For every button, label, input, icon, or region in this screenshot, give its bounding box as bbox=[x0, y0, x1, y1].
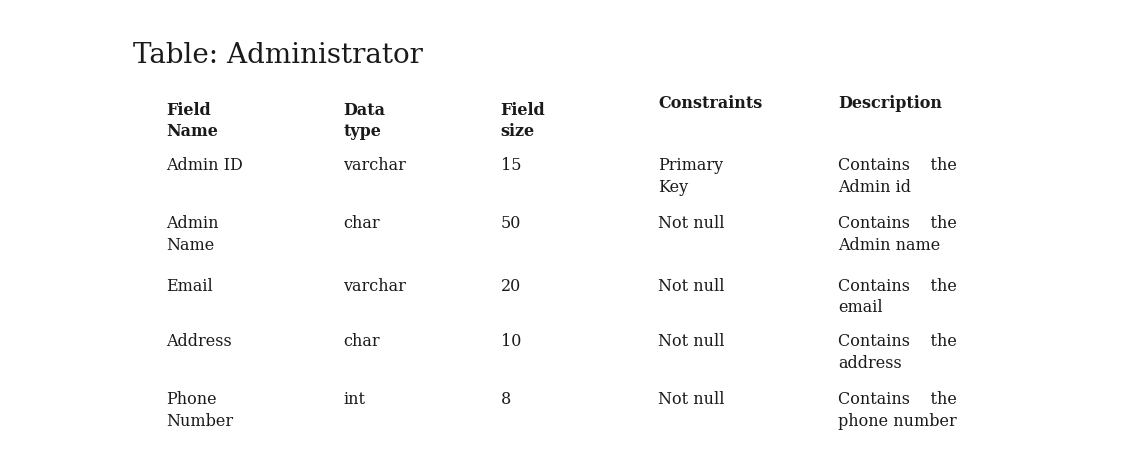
Text: Email: Email bbox=[166, 278, 214, 295]
Text: 20: 20 bbox=[501, 278, 521, 295]
Text: char: char bbox=[343, 215, 380, 232]
Text: Field
Name: Field Name bbox=[166, 102, 218, 140]
Text: char: char bbox=[343, 333, 380, 350]
Text: Admin ID: Admin ID bbox=[166, 157, 243, 175]
Text: Not null: Not null bbox=[658, 391, 724, 408]
Text: Contains    the
phone number: Contains the phone number bbox=[838, 391, 957, 430]
Text: Phone
Number: Phone Number bbox=[166, 391, 234, 430]
Text: varchar: varchar bbox=[343, 278, 406, 295]
Text: Field
size: Field size bbox=[501, 102, 546, 140]
Text: Data
type: Data type bbox=[343, 102, 385, 140]
Text: 10: 10 bbox=[501, 333, 521, 350]
Text: Not null: Not null bbox=[658, 278, 724, 295]
Text: 8: 8 bbox=[501, 391, 511, 408]
Text: Table: Administrator: Table: Administrator bbox=[133, 42, 423, 69]
Text: varchar: varchar bbox=[343, 157, 406, 175]
Text: Primary
Key: Primary Key bbox=[658, 157, 723, 196]
Text: 15: 15 bbox=[501, 157, 521, 175]
Text: int: int bbox=[343, 391, 366, 408]
Text: Constraints: Constraints bbox=[658, 95, 763, 112]
Text: Contains    the
Admin name: Contains the Admin name bbox=[838, 215, 957, 254]
Text: Admin
Name: Admin Name bbox=[166, 215, 219, 254]
Text: Not null: Not null bbox=[658, 333, 724, 350]
Text: Contains    the
Admin id: Contains the Admin id bbox=[838, 157, 957, 196]
Text: Not null: Not null bbox=[658, 215, 724, 232]
Text: Contains    the
email: Contains the email bbox=[838, 278, 957, 316]
Text: Description: Description bbox=[838, 95, 942, 112]
Text: Contains    the
address: Contains the address bbox=[838, 333, 957, 372]
Text: Address: Address bbox=[166, 333, 232, 350]
Text: 50: 50 bbox=[501, 215, 521, 232]
